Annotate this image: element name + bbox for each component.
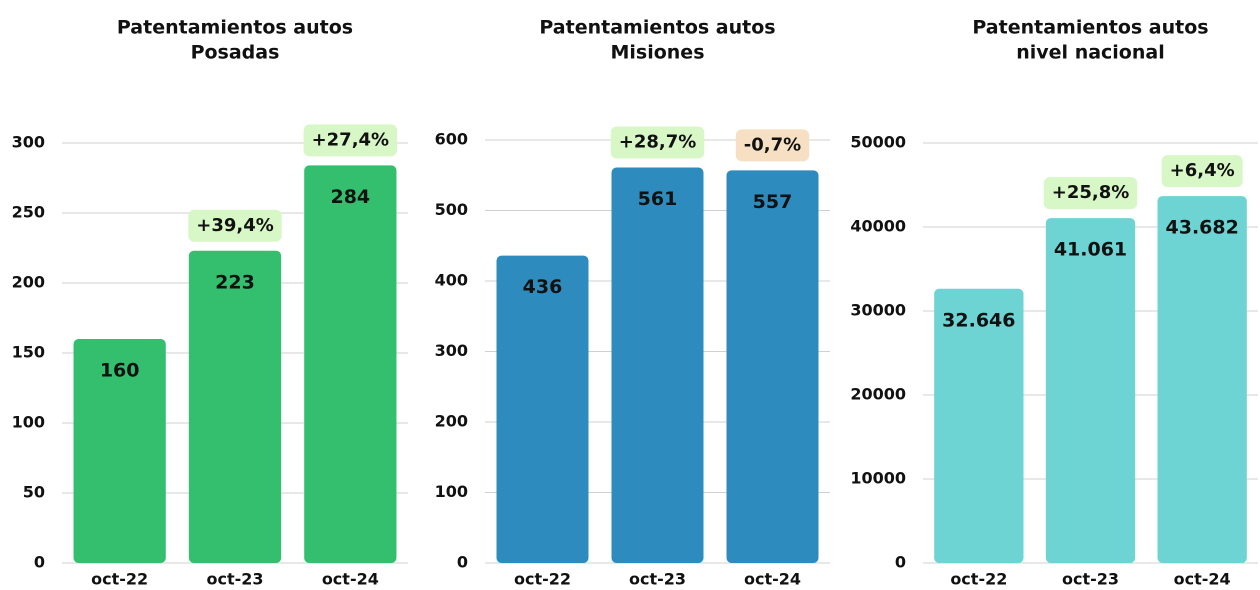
- x-tick-label: oct-23: [1062, 570, 1119, 589]
- x-tick-label: oct-24: [744, 570, 801, 589]
- chart-title: Posadas: [191, 42, 280, 64]
- change-label: -0,7%: [744, 134, 801, 155]
- bar: [934, 288, 1024, 563]
- bar: [188, 250, 282, 564]
- value-label: 32.646: [942, 309, 1015, 331]
- y-tick-label: 0: [34, 553, 45, 572]
- bar: [304, 165, 397, 563]
- change-label: +27,4%: [312, 129, 390, 150]
- change-badge: [303, 124, 398, 157]
- value-label: 561: [638, 188, 678, 210]
- y-tick-label: 40000: [850, 217, 906, 236]
- change-badge: [188, 209, 282, 242]
- change-label: +25,8%: [1052, 182, 1130, 203]
- x-tick-label: oct-23: [629, 570, 686, 589]
- bar: [73, 339, 166, 563]
- y-tick-label: 50000: [850, 133, 906, 152]
- x-tick-label: oct-23: [206, 570, 263, 589]
- y-tick-label: 30000: [850, 301, 906, 320]
- y-tick-label: 400: [435, 271, 468, 290]
- bar: [496, 255, 589, 563]
- change-badge: [735, 129, 810, 162]
- x-tick-label: oct-22: [950, 570, 1007, 589]
- y-tick-label: 100: [12, 413, 45, 432]
- change-label: +6,4%: [1170, 160, 1235, 181]
- chart-title: Patentamientos autos: [539, 17, 775, 39]
- bar: [1045, 218, 1136, 564]
- value-label: 41.061: [1054, 239, 1127, 261]
- chart-title: Patentamientos autos: [972, 17, 1208, 39]
- y-tick-label: 200: [12, 273, 45, 292]
- x-tick-label: oct-22: [514, 570, 571, 589]
- y-tick-label: 100: [435, 482, 468, 501]
- x-tick-label: oct-24: [1174, 570, 1231, 589]
- y-tick-label: 50: [23, 483, 45, 502]
- bar: [611, 167, 704, 563]
- y-tick-label: 300: [435, 341, 468, 360]
- value-label: 43.682: [1166, 217, 1239, 239]
- y-tick-label: 250: [12, 203, 45, 222]
- x-tick-label: oct-24: [322, 570, 379, 589]
- chart-title: Patentamientos autos: [117, 17, 353, 39]
- y-tick-label: 150: [12, 343, 45, 362]
- change-badge: [610, 126, 705, 159]
- change-badge: [1161, 155, 1243, 188]
- y-tick-label: 10000: [850, 469, 906, 488]
- bar: [1157, 196, 1247, 563]
- y-tick-label: 200: [435, 412, 468, 431]
- value-label: 160: [100, 360, 140, 382]
- y-tick-label: 0: [895, 553, 906, 572]
- y-tick-label: 20000: [850, 385, 906, 404]
- change-badge: [1043, 177, 1138, 210]
- value-label: 284: [330, 186, 370, 208]
- change-label: +39,4%: [196, 215, 274, 236]
- y-tick-label: 600: [435, 130, 468, 149]
- value-label: 223: [215, 271, 255, 293]
- y-tick-label: 500: [435, 200, 468, 219]
- y-tick-label: 300: [12, 133, 45, 152]
- bar: [726, 170, 819, 563]
- x-tick-label: oct-22: [91, 570, 148, 589]
- value-label: 436: [523, 276, 563, 298]
- y-tick-label: 0: [457, 553, 468, 572]
- chart-title: nivel nacional: [1016, 42, 1164, 64]
- value-label: 557: [753, 191, 793, 213]
- chart-title: Misiones: [610, 42, 704, 64]
- change-label: +28,7%: [619, 131, 697, 152]
